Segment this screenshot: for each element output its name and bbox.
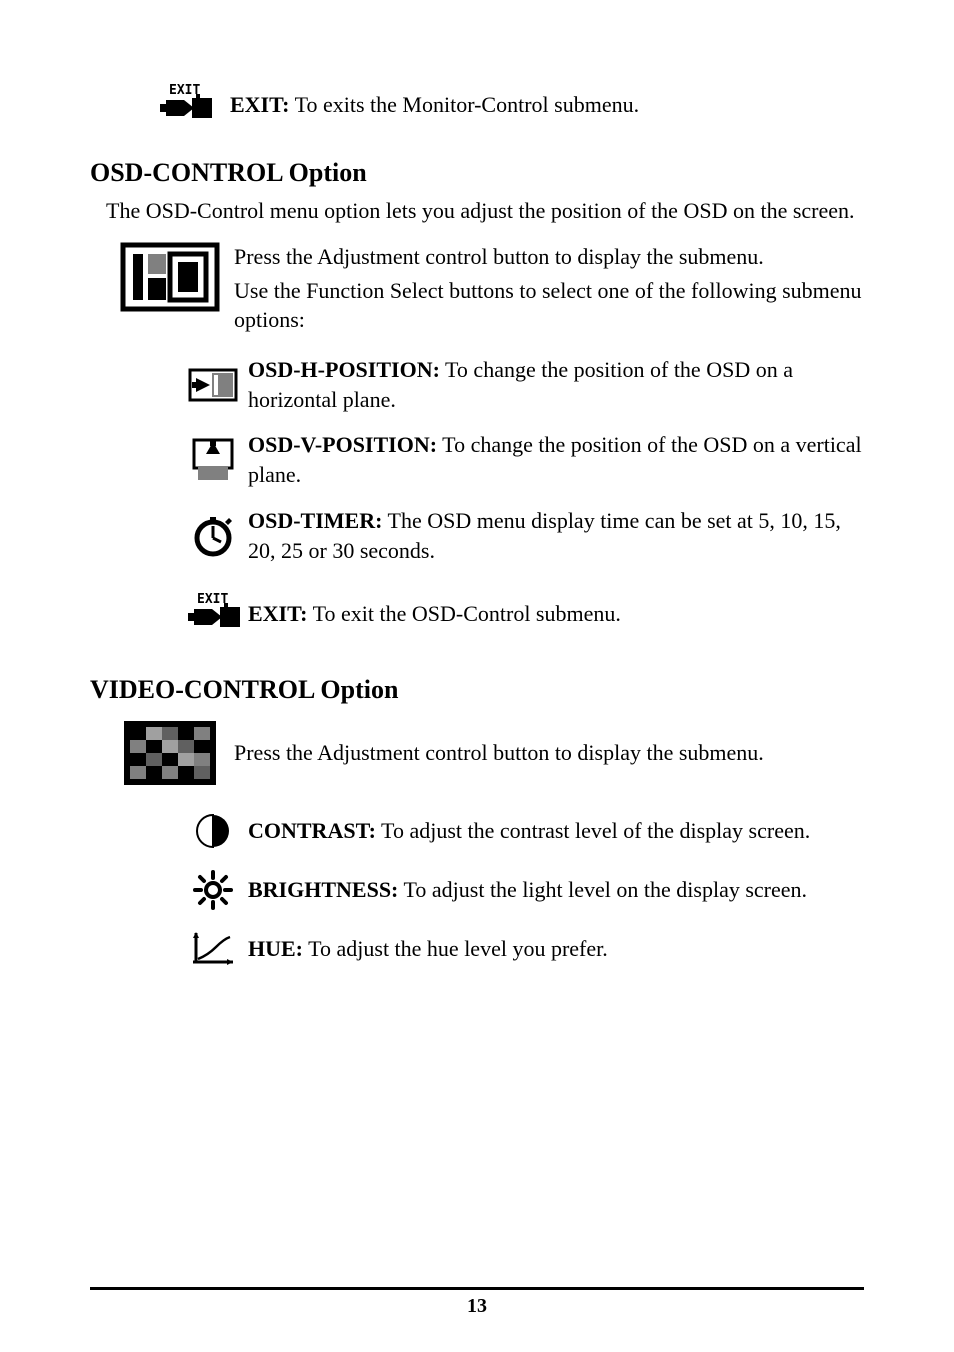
osd-timer-text: OSD-TIMER: The OSD menu display time can…: [248, 506, 864, 565]
osd-timer-icon: [191, 514, 235, 558]
osd-main-text: Press the Adjustment control button to d…: [234, 242, 864, 335]
video-para: Press the Adjustment control button to d…: [234, 738, 864, 768]
osd-hpos-text: OSD-H-POSITION: To change the position o…: [248, 355, 864, 414]
hue-text: HUE: To adjust the hue level you prefer.: [248, 934, 864, 964]
osd-icon: [120, 242, 220, 312]
hue-icon: [190, 929, 236, 969]
osd-intro: The OSD-Control menu option lets you adj…: [106, 198, 864, 224]
exit-top-text: EXIT: To exits the Monitor-Control subme…: [230, 90, 864, 120]
exit-top-label: EXIT:: [230, 92, 290, 117]
contrast-icon: [193, 811, 233, 851]
contrast-text: CONTRAST: To adjust the contrast level o…: [248, 816, 864, 846]
osd-v-position-icon: [188, 436, 238, 484]
osd-exit-text: EXIT: To exit the OSD-Control submenu.: [248, 599, 864, 629]
osd-h-position-icon: [188, 364, 238, 406]
exit-icon: EXIT: [184, 589, 242, 639]
video-pattern-icon: [124, 721, 216, 785]
brightness-text: BRIGHTNESS: To adjust the light level on…: [248, 875, 864, 905]
brightness-icon: [192, 869, 234, 911]
svg-text:EXIT: EXIT: [197, 592, 228, 607]
osd-control-heading: OSD-CONTROL Option: [90, 158, 864, 188]
exit-icon: EXIT: [156, 80, 214, 130]
svg-text:EXIT: EXIT: [169, 83, 200, 98]
page-divider: [90, 1287, 864, 1290]
osd-vpos-text: OSD-V-POSITION: To change the position o…: [248, 430, 864, 489]
video-control-heading: VIDEO-CONTROL Option: [90, 675, 864, 705]
page-number: 13: [0, 1295, 954, 1318]
